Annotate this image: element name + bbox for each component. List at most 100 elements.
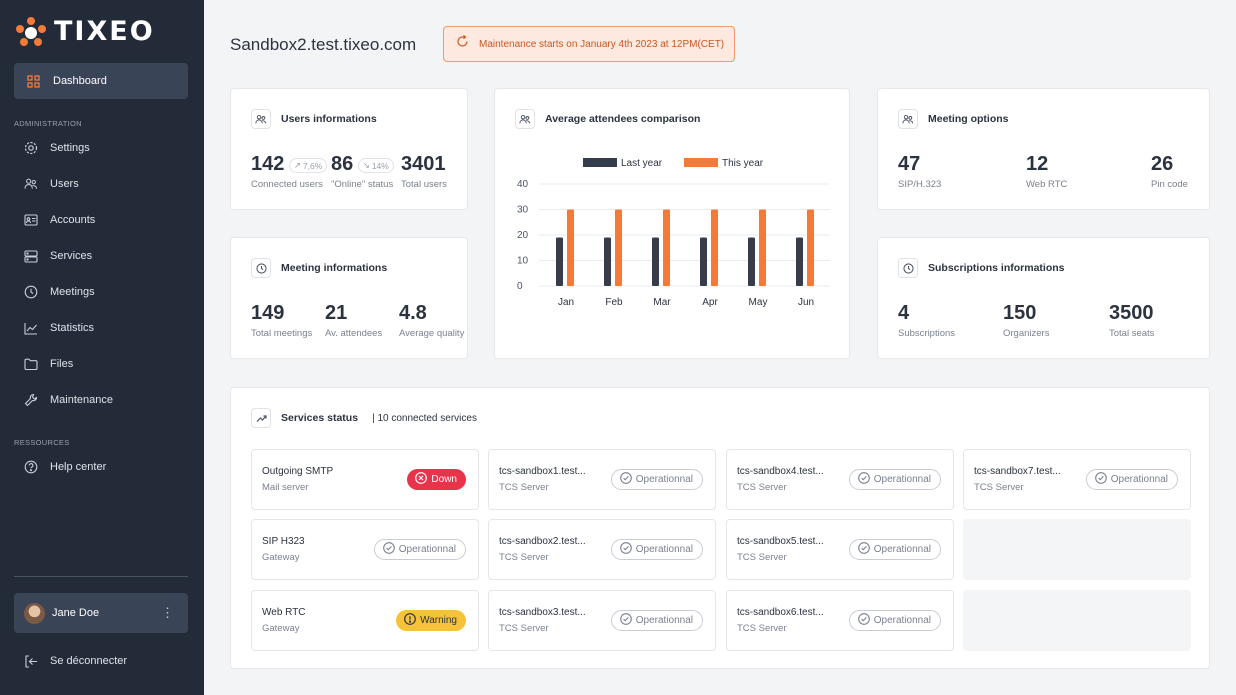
- sidebar-item-statistics[interactable]: Statistics: [24, 318, 94, 338]
- x-tick-label: Jan: [558, 297, 574, 308]
- y-tick-label: 20: [517, 230, 529, 241]
- sidebar-item-meetings[interactable]: Meetings: [24, 282, 95, 302]
- status-badge: Operationnal: [848, 610, 941, 631]
- service-item[interactable]: tcs-sandbox1.test... TCS Server Operationn…: [488, 449, 716, 510]
- stat-label: Subscriptions: [898, 328, 956, 339]
- sidebar-item-help-center[interactable]: Help center: [24, 457, 106, 477]
- service-type: TCS Server: [737, 482, 787, 493]
- sidebar-item-services[interactable]: Services: [24, 246, 92, 266]
- check-circle-icon: [1094, 472, 1107, 487]
- service-name: tcs-sandbox7.test...: [974, 466, 1061, 477]
- stat-value: 149: [251, 302, 285, 324]
- service-type: Gateway: [262, 623, 300, 634]
- service-placeholder: [963, 590, 1191, 651]
- service-type: TCS Server: [499, 482, 549, 493]
- service-item[interactable]: tcs-sandbox6.test... TCS Server Operationn…: [726, 590, 954, 651]
- x-tick-label: Feb: [605, 297, 623, 308]
- legend-swatch: [583, 158, 617, 167]
- legend-label: This year: [722, 158, 764, 169]
- grid-icon: [26, 74, 40, 88]
- stat-value: 26: [1151, 153, 1174, 175]
- check-circle-icon: [857, 542, 870, 557]
- meeting-options-card: Meeting options 47 SIP/H.323 12 Web RTC …: [877, 88, 1210, 210]
- stat-pin-code: 26 Pin code: [1151, 153, 1188, 190]
- service-item[interactable]: tcs-sandbox2.test... TCS Server Operationn…: [488, 519, 716, 580]
- status-badge: Operationnal: [610, 539, 703, 560]
- page-title: Sandbox2.test.tixeo.com: [230, 35, 417, 54]
- services-status-card: Services status | 10 connected services …: [230, 387, 1210, 669]
- sidebar-item-maintenance[interactable]: Maintenance: [24, 390, 113, 410]
- trend-pill: ↗ 7,6%: [288, 158, 328, 174]
- stat-connected-users: 142 ↗ 7,6% Connected users: [251, 153, 328, 190]
- bar: [567, 209, 574, 286]
- sidebar-item-label: Dashboard: [53, 75, 107, 87]
- user-name: Jane Doe: [52, 607, 100, 619]
- service-type: Mail server: [262, 482, 309, 493]
- card-title: Subscriptions informations: [928, 262, 1065, 274]
- y-tick-label: 30: [517, 205, 529, 216]
- sidebar-item-users[interactable]: Users: [24, 174, 79, 194]
- logout-button[interactable]: Se déconnecter: [24, 654, 127, 668]
- bar: [604, 237, 611, 286]
- stat-total-users: 3401 Total users: [401, 153, 447, 190]
- stat-web-rtc: 12 Web RTC: [1026, 153, 1067, 190]
- check-circle-icon: [619, 472, 632, 487]
- stat-label: Web RTC: [1026, 179, 1068, 190]
- stat-label: Total seats: [1109, 328, 1155, 339]
- status-badge: Warning: [396, 610, 466, 631]
- stat-label: Pin code: [1151, 179, 1188, 190]
- stat-value: 12: [1026, 153, 1049, 175]
- check-circle-icon: [857, 472, 870, 487]
- stat-label: Av. attendees: [325, 328, 383, 339]
- service-item[interactable]: tcs-sandbox7.test... TCS Server Operationn…: [963, 449, 1191, 510]
- service-item[interactable]: tcs-sandbox5.test... TCS Server Operationn…: [726, 519, 954, 580]
- service-type: Gateway: [262, 552, 300, 563]
- stat-label: Average quality: [399, 328, 465, 339]
- service-item[interactable]: Outgoing SMTP Mail server Down: [251, 449, 479, 510]
- stat-organizers: 150 Organizers: [1003, 302, 1049, 339]
- check-circle-icon: [619, 613, 632, 628]
- users-icon: [24, 177, 38, 191]
- x-tick-label: Mar: [653, 297, 671, 308]
- maintenance-text: Maintenance starts on January 4th 2023 a…: [479, 38, 725, 50]
- stat-value: 142: [251, 153, 285, 175]
- sidebar-item-dashboard[interactable]: Dashboard: [14, 63, 188, 99]
- tixeo-logo-icon: [16, 17, 46, 46]
- sidebar-item-accounts[interactable]: Accounts: [24, 210, 95, 230]
- sidebar-item-label: Accounts: [50, 214, 96, 226]
- tixeo-logo[interactable]: TIXEO: [14, 14, 155, 48]
- more-vertical-icon[interactable]: ⋮: [161, 605, 174, 620]
- card-title: Services status: [281, 412, 359, 424]
- stat-value: 47: [898, 153, 921, 175]
- service-name: Web RTC: [262, 607, 306, 618]
- service-item[interactable]: tcs-sandbox4.test... TCS Server Operationn…: [726, 449, 954, 510]
- sidebar: TIXEO Dashboard ADMINISTRATION Settings …: [0, 0, 204, 695]
- x-tick-label: Apr: [702, 297, 718, 308]
- stat-value: 21: [325, 302, 348, 324]
- trend-value: 7,6%: [302, 160, 323, 171]
- stat-value: 86: [331, 153, 354, 175]
- sidebar-item-files[interactable]: Files: [24, 354, 73, 374]
- status-badge: Operationnal: [1085, 469, 1178, 490]
- service-name: tcs-sandbox6.test...: [737, 607, 824, 618]
- service-item[interactable]: tcs-sandbox3.test... TCS Server Operationn…: [488, 590, 716, 651]
- status-label: Warning: [420, 615, 457, 626]
- service-item[interactable]: SIP H323 Gateway Operationnal: [251, 519, 479, 580]
- check-circle-icon: [382, 542, 395, 557]
- x-tick-label: May: [749, 297, 768, 308]
- bar: [748, 237, 755, 286]
- sidebar-item-label: Files: [50, 358, 74, 370]
- service-type: TCS Server: [737, 623, 787, 634]
- stat-total-meetings: 149 Total meetings: [251, 302, 312, 339]
- chart-line-icon: [24, 321, 38, 335]
- bar: [700, 237, 707, 286]
- user-menu[interactable]: Jane Doe ⋮: [14, 593, 188, 633]
- sidebar-item-settings[interactable]: Settings: [24, 138, 90, 158]
- status-label: Down: [431, 474, 457, 485]
- avatar: [24, 602, 45, 624]
- service-item[interactable]: Web RTC Gateway Warning: [251, 590, 479, 651]
- legend-label: Last year: [621, 158, 663, 169]
- service-name: tcs-sandbox5.test...: [737, 536, 824, 547]
- sidebar-item-label: Users: [50, 178, 79, 190]
- id-card-icon: [24, 213, 38, 227]
